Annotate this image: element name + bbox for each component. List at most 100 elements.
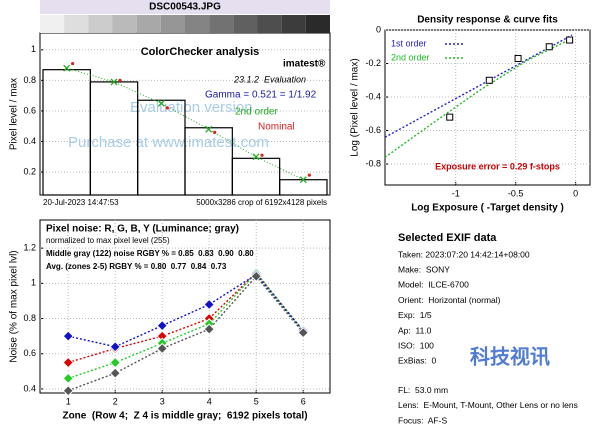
y-tick-label: 0.4 <box>23 136 36 146</box>
exif-line: Model: ILCE-6700 <box>398 280 469 290</box>
data-point <box>62 330 74 342</box>
fit-point <box>110 78 118 86</box>
data-point <box>109 367 121 379</box>
logo-watermark: 科技视讯 <box>470 344 550 368</box>
data-point <box>156 342 168 355</box>
exif-line: Taken: 2023:07:20 14:42:14+08:00 <box>398 249 530 259</box>
legend-label: Nominal <box>258 122 295 133</box>
nominal-point <box>213 130 217 134</box>
plot-area <box>384 29 591 186</box>
x-axis-label: Zone (Row 4; Z 4 is middle gray; 6192 pi… <box>62 411 307 422</box>
gray-swatch <box>281 15 306 33</box>
annotation: Exposure error = 0.29 f-stops <box>435 161 560 171</box>
y-tick-label: -0.6 <box>365 125 381 135</box>
exif-line: FL: 53.0 mm <box>398 385 448 395</box>
gray-swatch <box>136 15 161 33</box>
x-tick-label: 2 <box>113 396 118 406</box>
data-point <box>62 385 74 397</box>
subtitle: normalized to max pixel level (255) <box>46 236 170 245</box>
series-line <box>68 273 304 348</box>
x-tick-label: 1 <box>66 396 71 406</box>
chart-title: Pixel noise: R, G, B, Y (Luminance; gray… <box>46 224 239 235</box>
plot-area <box>39 219 331 394</box>
y-tick-label: 0.6 <box>23 348 36 358</box>
exif-line: Focus: AF-S <box>398 415 447 424</box>
series-line <box>67 271 304 380</box>
y-tick-label: 0.4 <box>23 383 36 393</box>
gray-swatch <box>185 15 210 33</box>
legend-label: 2nd order <box>235 107 278 118</box>
data-point <box>485 76 493 84</box>
y-axis-label: Pixel level / max <box>9 78 20 150</box>
gray-swatch <box>160 15 185 33</box>
y-tick-label: 1.2 <box>23 243 36 253</box>
data-point <box>109 341 121 353</box>
x-tick-label: 5 <box>254 396 259 406</box>
y-tick-label: 1 <box>31 278 36 288</box>
x-tick-label: -0.5 <box>508 188 524 198</box>
series-line <box>384 37 573 158</box>
series-line <box>384 34 573 138</box>
watermark: Purchase at www.imatest.com <box>68 134 269 151</box>
data-point <box>545 43 553 51</box>
note: Avg. (zones 2-5) RGBY % = 0.80 0.77 0.84… <box>46 262 227 271</box>
x-tick-label: 6 <box>301 396 306 406</box>
data-point <box>203 298 215 311</box>
gray-swatch <box>233 15 258 33</box>
step <box>231 157 281 196</box>
nominal-point <box>71 61 75 66</box>
series-line <box>67 275 304 392</box>
fit-point <box>63 64 71 72</box>
logo: imatest® <box>283 59 326 70</box>
crop-info: 5000x3286 crop of 6192x4128 pixels <box>196 198 327 207</box>
y-tick-label: 0.2 <box>23 166 36 176</box>
y-axis-label: Noise (% of max pixel lvl) <box>9 250 20 362</box>
exif-line: Exp: 1/5 <box>398 310 432 320</box>
fit-point <box>299 176 307 184</box>
nominal-point <box>260 153 264 157</box>
fit-point <box>205 125 213 133</box>
fit-point <box>252 153 260 161</box>
data-point <box>250 270 262 283</box>
y-axis-label: Log (Pixel level / max) <box>350 58 361 156</box>
gray-swatch <box>305 15 330 33</box>
nominal-point <box>165 106 169 110</box>
gray-swatch <box>64 15 89 33</box>
gray-swatch <box>257 15 282 33</box>
gray-swatch <box>40 15 65 33</box>
y-tick-label: 0.6 <box>23 105 36 115</box>
y-tick-label: 0.8 <box>23 313 36 323</box>
exif-title: Selected EXIF data <box>398 232 497 244</box>
timestamp: 20-Jul-2023 14:47:53 <box>43 198 119 207</box>
y-tick-label: 1 <box>31 44 36 54</box>
data-point <box>446 113 454 121</box>
y-tick-label: 0 <box>376 24 381 34</box>
exif-line: Ap: 11.0 <box>398 325 432 335</box>
x-tick-label: 4 <box>207 396 212 406</box>
gray-swatch <box>112 15 137 33</box>
gray-swatch <box>88 15 113 33</box>
y-tick-label: 0.8 <box>23 75 36 85</box>
note: Middle gray (122) noise RGBY % = 0.85 0.… <box>46 249 254 258</box>
data-point <box>514 54 522 62</box>
data-point <box>566 36 574 44</box>
data-point <box>62 356 74 369</box>
chart-title: ColorChecker analysis <box>141 46 260 58</box>
data-point <box>203 323 215 335</box>
x-tick-label: 3 <box>160 396 165 406</box>
fit-point <box>157 99 165 107</box>
exif-line: Make: SONY <box>398 264 450 274</box>
gamma: Gamma = 0.521 = 1/1.92 <box>205 90 317 101</box>
exif-line: ISO: 100 <box>398 340 434 350</box>
x-axis-label: Log Exposure ( -Target density ) <box>411 203 564 214</box>
chart-title: Density response & curve fits <box>417 15 558 26</box>
version: 23.1.2 Evaluation <box>233 74 306 84</box>
exif-line: ExBias: 0 <box>398 356 437 366</box>
y-tick-label: -0.4 <box>365 91 381 101</box>
nominal-point <box>118 78 122 82</box>
nominal-point <box>307 173 311 177</box>
legend-label: 1st order <box>391 38 427 48</box>
exif-line: Orient: Horizontal (normal) <box>398 295 501 305</box>
x-tick-label: 0 <box>573 188 578 198</box>
